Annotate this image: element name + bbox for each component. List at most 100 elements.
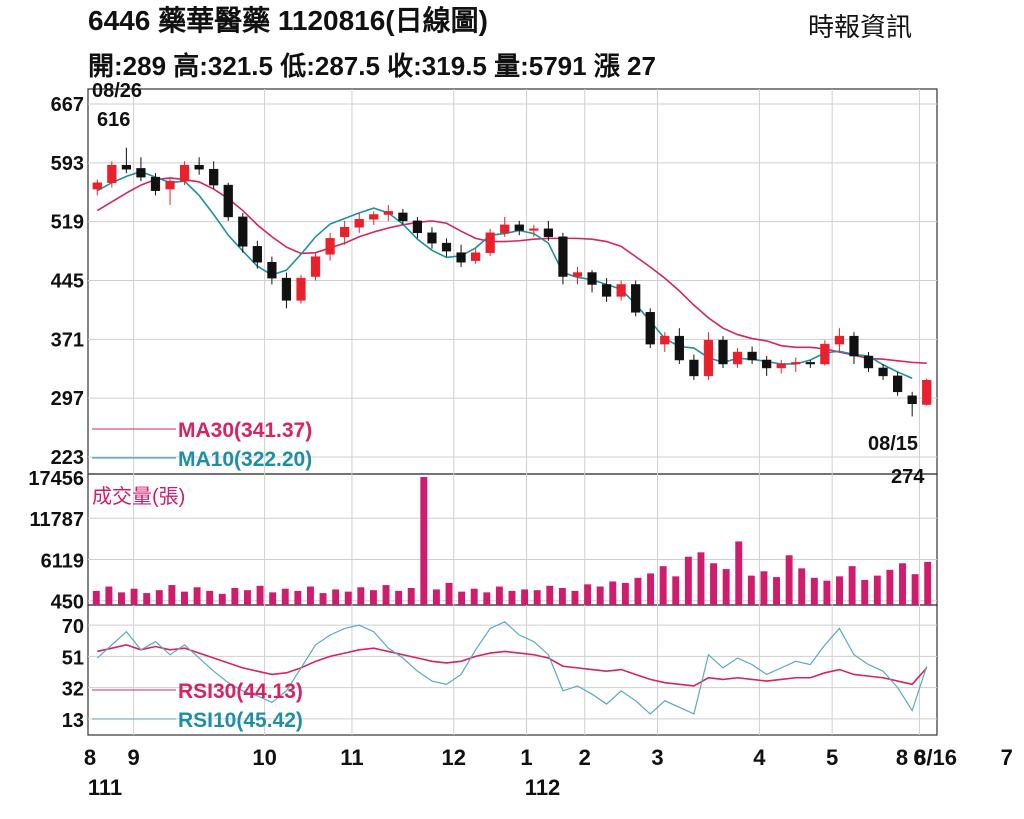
- rsi-tick-label: 51: [62, 647, 84, 669]
- volume-bar: [558, 587, 566, 605]
- ma30-line: [96, 177, 927, 364]
- candle: [572, 266, 583, 285]
- candle: [805, 360, 815, 368]
- candle: [732, 348, 743, 368]
- volume-bar: [193, 587, 201, 605]
- volume-bar: [470, 588, 478, 605]
- volume-bar: [546, 585, 554, 605]
- x-month-label: 9: [128, 745, 140, 770]
- candle-body: [878, 367, 888, 377]
- candle-body: [500, 224, 510, 234]
- candle-body: [325, 238, 335, 255]
- candle-body: [441, 242, 452, 252]
- x-year-label: 111: [88, 775, 122, 800]
- volume-bar: [306, 586, 314, 605]
- volume-bar: [181, 591, 188, 605]
- volume-bar: [332, 589, 340, 605]
- candle: [252, 240, 262, 269]
- candle-body: [558, 236, 568, 277]
- candle-body: [805, 362, 815, 365]
- candle-body: [645, 312, 655, 345]
- high-date-label: 08/26: [92, 80, 142, 102]
- candle-body: [121, 164, 131, 170]
- volume-bar: [722, 569, 730, 605]
- volume-bar: [395, 590, 403, 605]
- volume-bar: [647, 573, 655, 605]
- volume-bar: [168, 585, 176, 605]
- candle: [893, 371, 903, 396]
- candle-body: [296, 277, 306, 301]
- candle-body: [427, 232, 437, 244]
- volume-tick-label: 17456: [28, 468, 84, 490]
- volume-axis-ticks: 17456 11787 6119 450: [28, 468, 84, 614]
- volume-bar: [231, 587, 239, 605]
- volume-bar: [130, 588, 138, 605]
- candle: [543, 220, 553, 241]
- volume-bar: [634, 577, 642, 605]
- candle-body: [281, 277, 292, 301]
- candle-body: [471, 252, 481, 261]
- candle: [791, 357, 801, 372]
- volume-bar: [294, 590, 302, 605]
- high-value-label: 616: [97, 109, 130, 131]
- candle: [427, 227, 437, 249]
- volume-bar: [458, 591, 466, 605]
- candle-body: [587, 272, 597, 285]
- candle-body: [150, 176, 161, 191]
- candle: [863, 352, 874, 372]
- candle: [412, 216, 423, 239]
- price-tick-label: 371: [51, 329, 84, 351]
- volume-bar: [521, 589, 529, 605]
- candle-body: [252, 246, 262, 263]
- x-month-label: 7: [1001, 745, 1013, 770]
- volume-bar: [596, 586, 604, 605]
- candle: [762, 356, 772, 376]
- rsi-lines: [96, 621, 928, 715]
- volume-bar: [785, 555, 793, 605]
- candle-body: [601, 284, 612, 297]
- volume-bar: [243, 590, 251, 605]
- candle: [922, 378, 932, 406]
- volume-bar: [823, 580, 831, 605]
- volume-panel-label: 成交量(張): [92, 485, 185, 508]
- candle-body: [209, 168, 219, 186]
- volume-bar: [206, 590, 214, 605]
- x-month-label: 8: [896, 745, 908, 770]
- price-tick-label: 297: [51, 388, 84, 410]
- rsi10-line: [96, 621, 928, 715]
- candle: [456, 244, 466, 267]
- candle-body: [238, 216, 248, 247]
- candle-body: [267, 261, 277, 279]
- candle: [398, 208, 408, 225]
- volume-bar: [118, 592, 125, 605]
- candle-body: [907, 395, 917, 404]
- candle: [310, 252, 321, 281]
- candle: [849, 332, 859, 364]
- candle-body: [179, 164, 190, 182]
- candle: [238, 212, 248, 253]
- volume-bar: [899, 563, 906, 605]
- candle: [689, 354, 699, 380]
- volume-bar: [861, 579, 869, 605]
- volume-bar: [609, 581, 617, 605]
- volume-bar: [810, 577, 818, 605]
- volume-bar: [672, 576, 680, 605]
- candle: [776, 360, 786, 374]
- candle-body: [383, 211, 393, 215]
- rsi30-line: [97, 644, 928, 687]
- candle: [179, 161, 190, 186]
- candle: [718, 336, 728, 368]
- volume-bar: [495, 586, 503, 605]
- x-month-label: 6: [913, 745, 925, 770]
- volume-bar: [760, 571, 768, 605]
- candle-body: [631, 284, 641, 313]
- candle-body: [776, 363, 786, 369]
- x-month-label: 8/16: [914, 745, 957, 770]
- candle: [878, 363, 888, 380]
- candle: [747, 346, 757, 364]
- candle-body: [747, 351, 757, 361]
- rsi-tick-label: 13: [62, 710, 84, 732]
- volume-bar: [886, 569, 894, 605]
- candle: [834, 328, 845, 353]
- price-axis-ticks: 667 593 519 445 371 297 223: [51, 94, 84, 469]
